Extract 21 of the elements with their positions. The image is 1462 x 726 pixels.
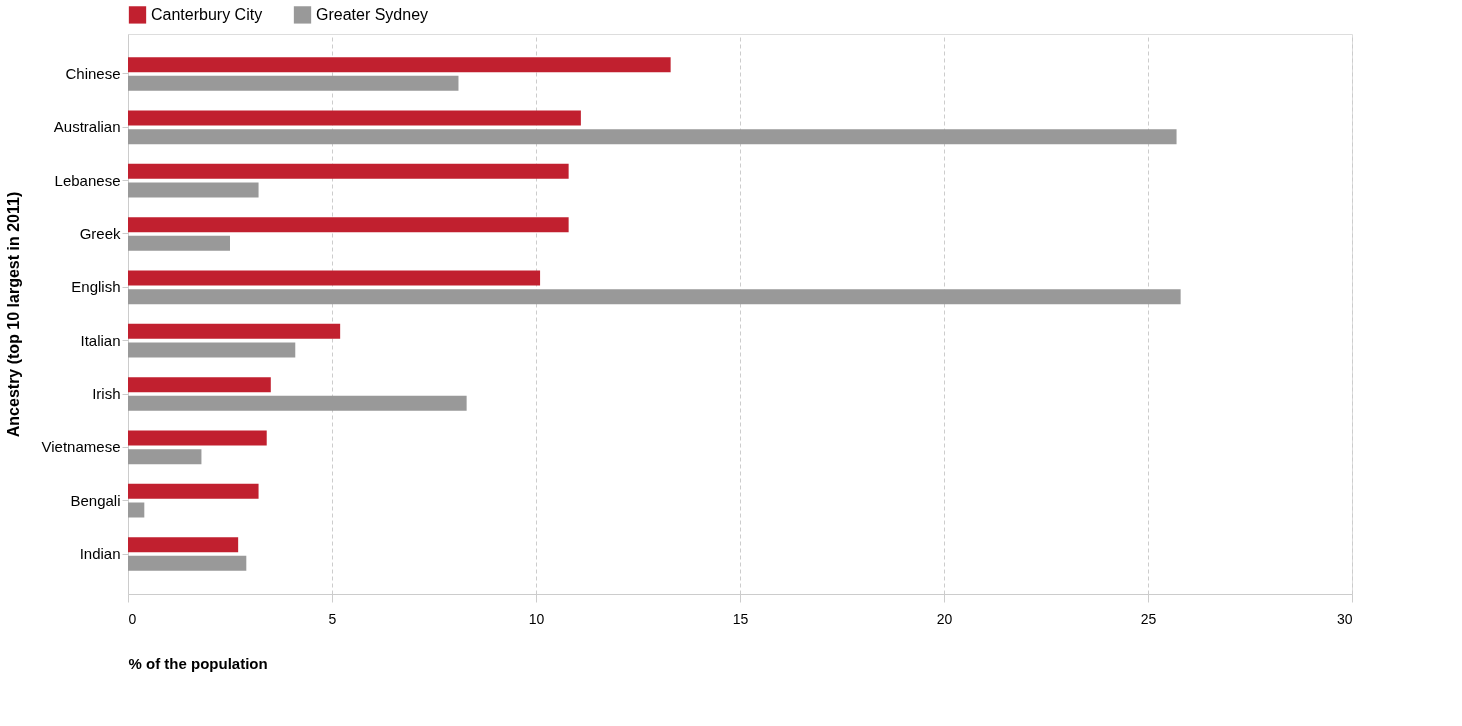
- legend-label: Canterbury City: [151, 5, 263, 23]
- y-tick-label: Chinese: [65, 65, 121, 82]
- y-tick-label: English: [71, 278, 121, 296]
- y-axis-title: Ancestry (top 10 largest in 2011): [4, 191, 22, 438]
- y-tick-label: Indian: [79, 545, 121, 562]
- x-tick-label: 25: [1140, 610, 1157, 627]
- y-tick-label: Italian: [80, 331, 121, 349]
- x-tick-label: 0: [128, 610, 137, 627]
- x-tick-label: 30: [1336, 610, 1353, 627]
- x-tick-label: 10: [528, 610, 545, 627]
- x-tick-label: 20: [936, 610, 953, 627]
- y-tick-label: Greek: [79, 225, 121, 242]
- x-tick-label: 5: [328, 610, 337, 627]
- y-tick-label: Australian: [53, 118, 121, 136]
- y-tick-label: Lebanese: [54, 171, 121, 189]
- x-tick-label: 15: [732, 610, 749, 627]
- y-tick-label: Bengali: [70, 491, 121, 509]
- x-axis-title: % of the population: [128, 654, 268, 672]
- legend-label: Greater Sydney: [316, 5, 429, 23]
- y-tick-label: Irish: [92, 385, 121, 402]
- y-tick-label: Vietnamese: [41, 438, 121, 456]
